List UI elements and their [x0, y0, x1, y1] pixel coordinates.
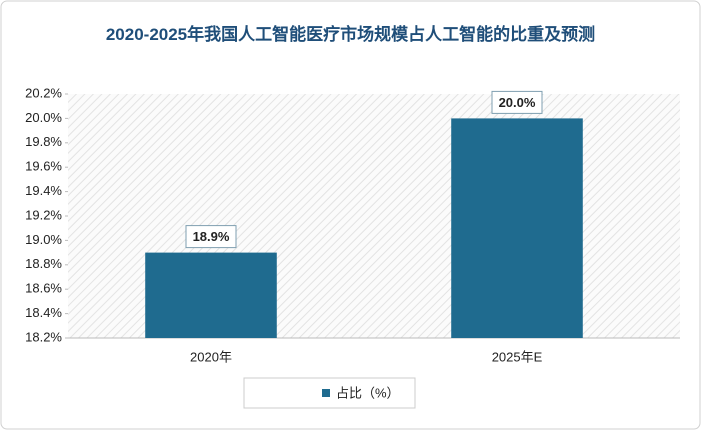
- y-tick-label: 18.6%: [25, 281, 62, 296]
- data-label-box: [491, 90, 543, 114]
- x-tick-label: 2020年: [190, 349, 232, 364]
- y-tick-label: 19.0%: [25, 232, 62, 247]
- legend-swatch: [322, 389, 330, 397]
- y-tick-label: 19.4%: [25, 183, 62, 198]
- data-label: 18.9%: [193, 229, 230, 244]
- y-tick-label: 18.4%: [25, 305, 62, 320]
- y-tick-label: 18.8%: [25, 256, 62, 271]
- legend-label: 占比（%）: [336, 385, 400, 400]
- y-tick-label: 20.0%: [25, 110, 62, 125]
- y-tick-label: 18.2%: [25, 329, 62, 344]
- y-tick-label: 20.2%: [25, 85, 62, 100]
- x-tick-label: 2025年E: [492, 349, 543, 364]
- chart-title: 2020-2025年我国人工智能医疗市场规模占人工智能的比重及预测: [105, 25, 596, 44]
- data-label: 20.0%: [499, 95, 536, 110]
- data-label-box: [185, 225, 237, 249]
- bar: [145, 252, 277, 338]
- y-tick-label: 19.8%: [25, 134, 62, 149]
- bar: [451, 118, 583, 339]
- y-tick-label: 19.2%: [25, 207, 62, 222]
- y-tick-label: 19.6%: [25, 159, 62, 174]
